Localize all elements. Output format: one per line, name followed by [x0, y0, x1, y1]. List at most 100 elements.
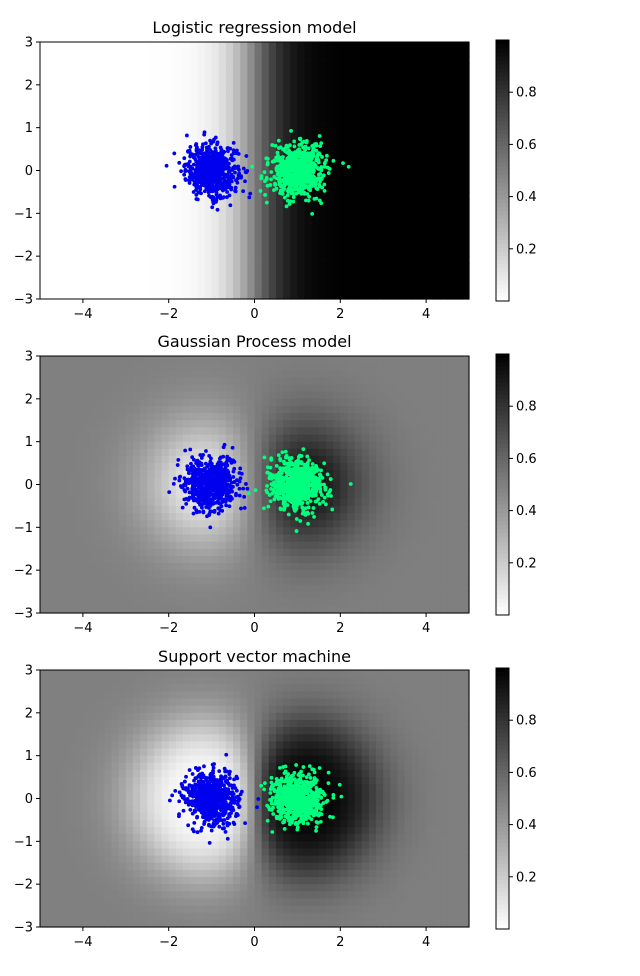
heatmap-cell [254, 470, 263, 478]
heatmap-cell [197, 363, 206, 371]
heatmap-cell [97, 170, 105, 179]
heatmap-cell [283, 84, 291, 93]
heatmap-cell [132, 284, 141, 293]
heatmap-cell [433, 156, 441, 164]
heatmap-cell [233, 484, 241, 493]
heatmap-cell [82, 405, 91, 414]
heatmap-cell [225, 63, 234, 72]
scatter-point [311, 154, 316, 159]
heatmap-cell [154, 141, 163, 150]
heatmap-cell [361, 413, 370, 421]
heatmap-cell [125, 491, 134, 500]
heatmap-cell [390, 405, 399, 414]
heatmap-cell [433, 163, 441, 172]
heatmap-cell [397, 284, 406, 293]
heatmap-cell [175, 505, 184, 514]
heatmap-cell [397, 256, 406, 264]
heatmap-cell [147, 206, 155, 214]
heatmap-cell [90, 199, 98, 207]
y-tick-label: −1 [14, 207, 33, 222]
heatmap-cell [82, 206, 91, 214]
heatmap-cell [68, 405, 77, 414]
heatmap-cell [190, 84, 198, 93]
heatmap-cell [47, 191, 55, 200]
heatmap-cell [204, 77, 213, 86]
heatmap-cell [61, 420, 70, 428]
heatmap-cell [254, 263, 263, 272]
heatmap-cell [254, 291, 263, 300]
heatmap-cell [118, 427, 127, 436]
heatmap-cell [111, 77, 120, 86]
heatmap-cell [233, 91, 241, 100]
heatmap-cell [190, 291, 198, 300]
heatmap-cell [326, 420, 334, 428]
heatmap-cell [275, 241, 284, 250]
heatmap-cell [283, 113, 291, 122]
heatmap-cell [247, 184, 256, 193]
heatmap-cell [168, 405, 177, 414]
heatmap-cell [61, 127, 70, 136]
heatmap-cell [461, 149, 470, 157]
heatmap-cell [75, 291, 84, 300]
heatmap-cell [383, 405, 391, 414]
heatmap-cell [140, 63, 148, 72]
heatmap-cell [283, 384, 291, 393]
heatmap-cell [275, 199, 284, 207]
heatmap-cell [376, 455, 384, 464]
heatmap-cell [118, 441, 127, 450]
heatmap-cell [147, 256, 155, 264]
heatmap-cell [175, 398, 184, 407]
heatmap-cell [161, 63, 170, 72]
heatmap-cell [68, 70, 77, 79]
heatmap-cell [183, 220, 191, 229]
heatmap-cell [75, 206, 84, 214]
heatmap-cell [97, 106, 105, 114]
heatmap-cell [168, 56, 177, 65]
heatmap-cell [161, 99, 170, 107]
heatmap-cell [318, 448, 327, 457]
heatmap-cell [111, 213, 120, 222]
heatmap-cell [54, 505, 63, 514]
heatmap-cell [326, 477, 334, 486]
heatmap-cell [61, 241, 70, 250]
heatmap-cell [247, 206, 256, 214]
heatmap-cell [68, 213, 77, 222]
heatmap-cell [68, 120, 77, 129]
heatmap-cell [161, 448, 170, 457]
heatmap-cell [354, 413, 363, 421]
scatter-point [308, 185, 312, 190]
heatmap-cell [433, 70, 441, 79]
heatmap-cell [40, 284, 48, 293]
heatmap-cell [197, 441, 206, 450]
heatmap-cell [211, 106, 220, 114]
heatmap-cell [454, 363, 463, 371]
heatmap-cell [261, 356, 270, 364]
heatmap-cell [283, 356, 291, 364]
heatmap-cell [354, 291, 363, 300]
heatmap-cell [47, 398, 55, 407]
heatmap-cell [132, 434, 141, 443]
heatmap-cell [68, 141, 77, 150]
heatmap-cell [347, 441, 356, 450]
heatmap-cell [183, 441, 191, 450]
heatmap-cell [240, 405, 248, 414]
heatmap-cell [411, 284, 420, 293]
heatmap-cell [461, 363, 470, 371]
heatmap-cell [354, 127, 363, 136]
heatmap-cell [47, 391, 55, 400]
heatmap-cell [283, 234, 291, 243]
heatmap-cell [204, 455, 213, 464]
heatmap-cell [97, 149, 105, 157]
scatter-point [203, 173, 208, 178]
heatmap-cell [297, 84, 306, 93]
scatter-point [309, 169, 314, 173]
heatmap-cell [397, 70, 406, 79]
scatter-point [179, 169, 184, 174]
scatter-point [198, 184, 203, 189]
heatmap-cell [311, 420, 320, 428]
heatmap-cell [132, 463, 141, 471]
heatmap-cell [47, 284, 55, 293]
heatmap-cell [190, 270, 198, 279]
heatmap-cell [333, 234, 341, 243]
heatmap-cell [111, 455, 120, 464]
